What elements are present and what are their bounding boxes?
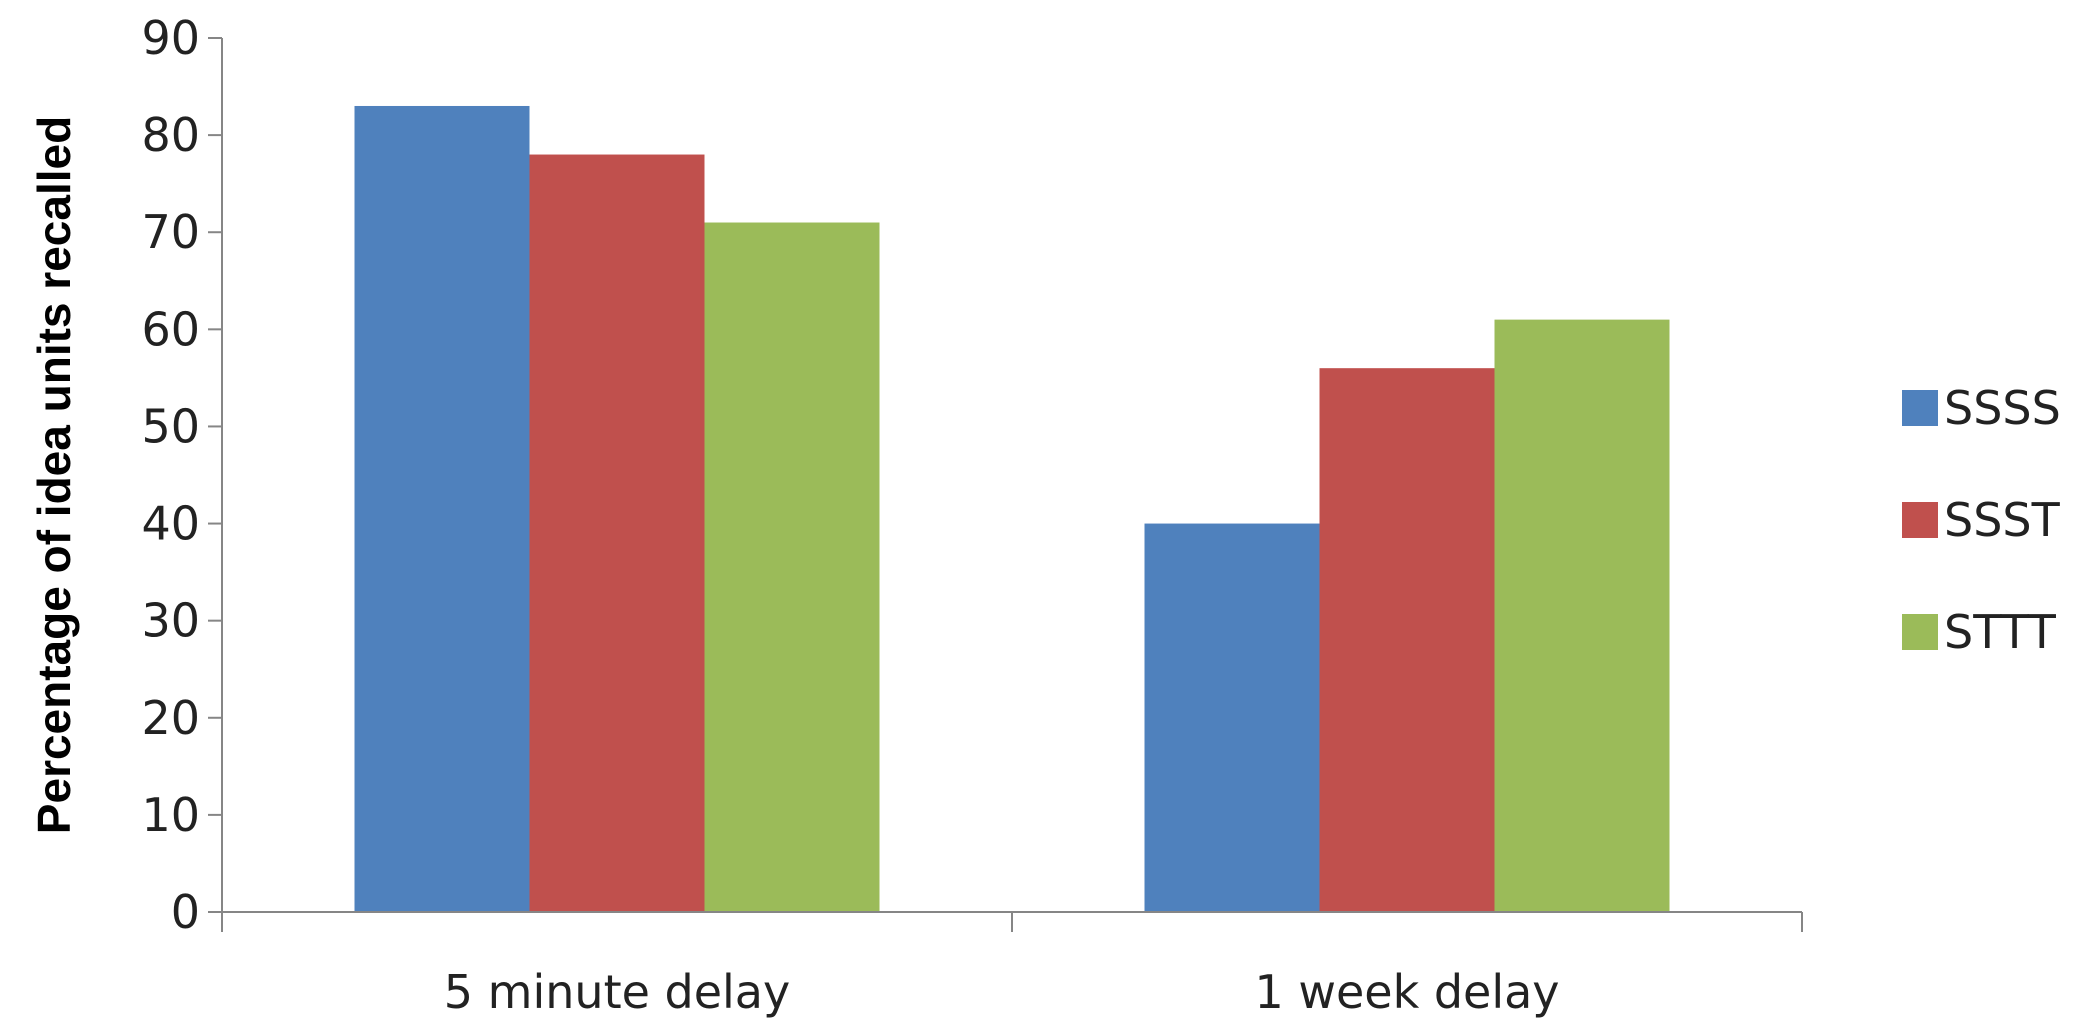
y-tick-label: 60 [141, 302, 200, 356]
y-axis-title: Percentage of idea units recalled [28, 116, 80, 834]
x-category-label: 1 week delay [1254, 965, 1559, 1019]
y-tick-label: 40 [141, 497, 200, 551]
y-tick-label: 50 [141, 399, 200, 453]
y-tick-label: 80 [141, 108, 200, 162]
bar-ssst-2 [1319, 368, 1495, 913]
x-axis-category-labels: 5 minute delay 1 week delay [444, 965, 1560, 1019]
y-tick-label: 30 [141, 594, 200, 648]
bar-ssss-2 [1144, 523, 1320, 912]
y-tick-label: 90 [141, 11, 200, 65]
legend-label-ssss: SSSS [1944, 381, 2061, 435]
bar-ssss-1 [354, 105, 530, 912]
x-category-label: 5 minute delay [444, 965, 790, 1019]
bar-sttt-1 [704, 222, 880, 912]
legend: SSSS SSST STTT [1902, 381, 2061, 659]
bar-ssst-1 [529, 154, 705, 913]
y-tick-label: 20 [141, 691, 200, 745]
y-tick-label: 70 [141, 205, 200, 259]
x-axis-ticks [221, 912, 1803, 932]
legend-swatch-ssss [1902, 390, 1938, 426]
bars [354, 105, 1670, 913]
y-tick-label: 10 [141, 788, 200, 842]
y-axis-ticks: 0 10 20 30 40 50 60 70 80 90 [141, 11, 222, 939]
legend-swatch-ssst [1902, 502, 1938, 538]
y-tick-label: 0 [171, 885, 200, 939]
legend-label-sttt: STTT [1944, 605, 2057, 659]
legend-label-ssst: SSST [1944, 493, 2061, 547]
legend-swatch-sttt [1902, 614, 1938, 650]
bar-sttt-2 [1494, 319, 1670, 913]
